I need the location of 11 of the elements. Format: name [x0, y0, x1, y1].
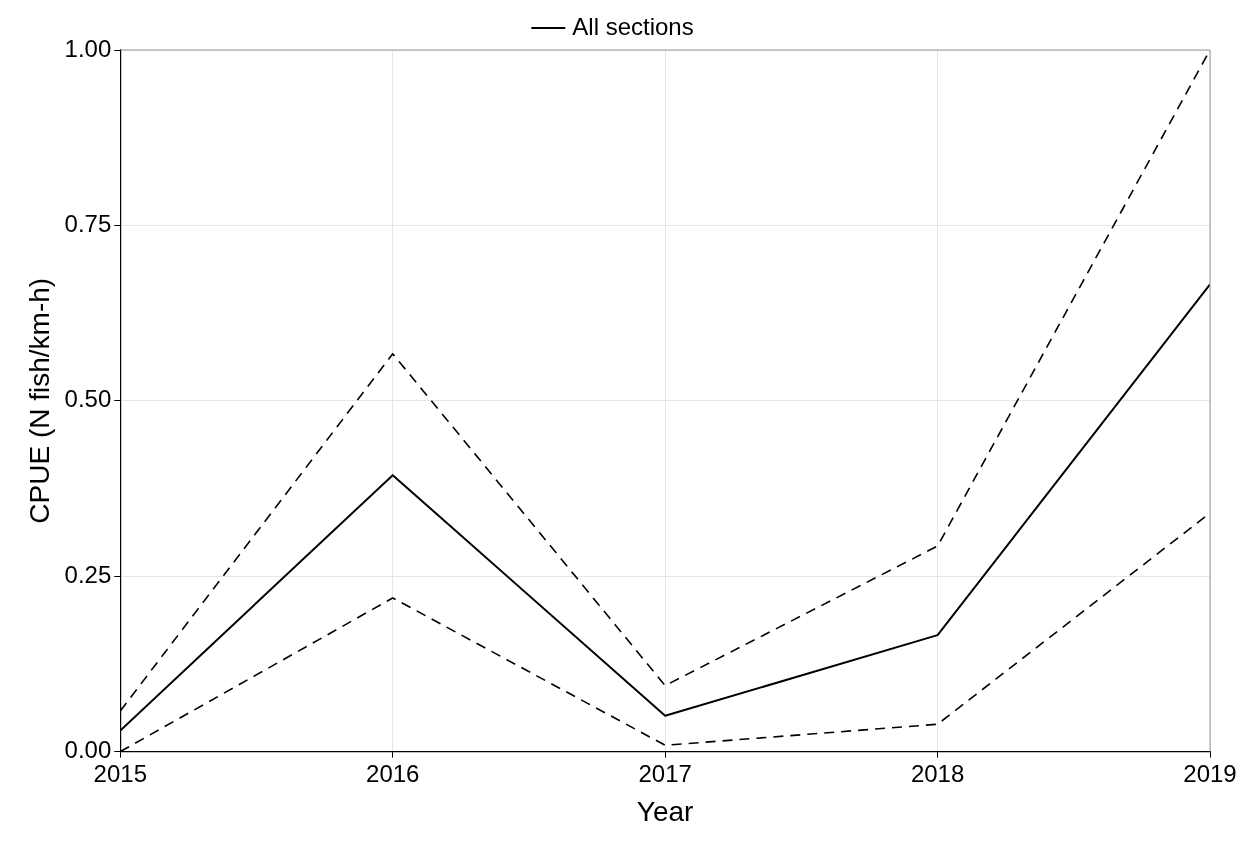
x-tick-label: 2017: [638, 759, 692, 787]
y-axis-title: CPUE (N fish/km-h): [23, 277, 55, 524]
x-tick-label: 2018: [910, 759, 965, 787]
x-tick-label: 2019: [1183, 759, 1237, 787]
y-tick-label: 0.25: [64, 560, 112, 588]
y-tick-label: 1.00: [64, 34, 112, 62]
x-tick-label: 2016: [366, 759, 420, 787]
x-axis-title: Year: [636, 795, 694, 827]
y-tick-label: 0.75: [64, 210, 112, 238]
y-tick-label: 0.50: [64, 385, 112, 413]
legend-label: All sections: [572, 12, 694, 40]
